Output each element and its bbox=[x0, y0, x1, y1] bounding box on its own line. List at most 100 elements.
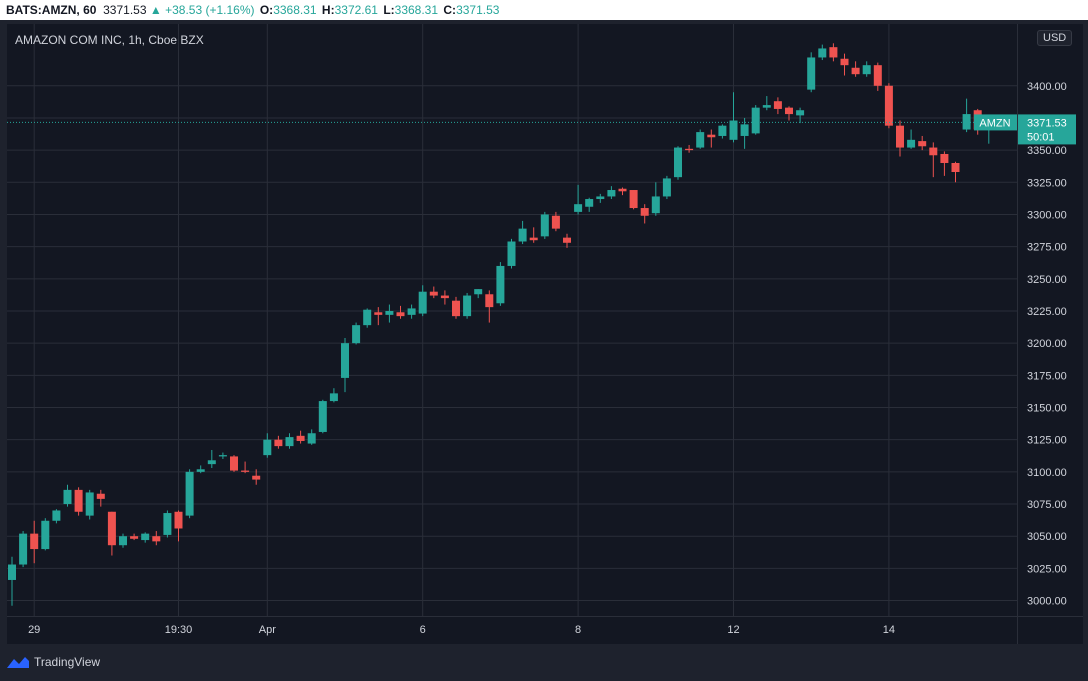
price-tick-label: 3400.00 bbox=[1027, 81, 1067, 93]
candle-body bbox=[518, 228, 527, 242]
candle-body bbox=[207, 460, 216, 465]
candle-body bbox=[141, 533, 150, 541]
candle-body bbox=[929, 147, 938, 156]
candle-body bbox=[329, 393, 338, 402]
price-tick-label: 3325.00 bbox=[1027, 177, 1067, 189]
candle-body bbox=[374, 312, 383, 315]
candle-body bbox=[85, 492, 94, 516]
candle-body bbox=[263, 439, 272, 456]
candle-body bbox=[429, 291, 438, 296]
candle-body bbox=[463, 295, 472, 317]
candle-body bbox=[551, 215, 560, 229]
price-tick-label: 3075.00 bbox=[1027, 499, 1067, 511]
candle-body bbox=[696, 132, 705, 148]
candle-body bbox=[729, 120, 738, 140]
close-value: 3371.53 bbox=[456, 3, 500, 17]
candle-body bbox=[307, 433, 316, 444]
price-tick-label: 3175.00 bbox=[1027, 370, 1067, 382]
candle-body bbox=[41, 520, 50, 550]
candle-body bbox=[662, 178, 671, 197]
candle-body bbox=[829, 47, 838, 58]
close-label: C: bbox=[443, 3, 457, 17]
candle-body bbox=[574, 204, 583, 212]
candle-body bbox=[285, 437, 294, 447]
tradingview-logo-icon bbox=[7, 657, 29, 668]
candle-body bbox=[951, 162, 960, 172]
brand-label: TradingView bbox=[34, 655, 101, 669]
candle-body bbox=[474, 289, 483, 295]
candle-body bbox=[52, 510, 61, 521]
candle-body bbox=[762, 105, 771, 108]
candle-body bbox=[773, 101, 782, 109]
candle-body bbox=[640, 208, 649, 216]
candle-body bbox=[674, 147, 682, 178]
candle-body bbox=[163, 513, 172, 535]
candle-body bbox=[685, 148, 694, 151]
symbol-label[interactable]: BATS:AMZN, 60 bbox=[6, 3, 97, 17]
candle-body bbox=[884, 85, 893, 126]
price-tick-label: 3125.00 bbox=[1027, 435, 1067, 447]
time-tick-label: Apr bbox=[259, 624, 276, 636]
candle-body bbox=[218, 455, 227, 457]
candle-body bbox=[30, 533, 39, 550]
candle-body bbox=[962, 114, 971, 130]
candle-body bbox=[363, 309, 372, 326]
candle-body bbox=[596, 196, 605, 200]
candle-body bbox=[352, 325, 361, 344]
chart-title: AMAZON COM INC, 1h, Cboe BZX bbox=[15, 33, 204, 47]
candle-body bbox=[19, 533, 28, 565]
candle-body bbox=[796, 110, 805, 116]
price-tick-label: 3300.00 bbox=[1027, 209, 1067, 221]
candle-body bbox=[940, 153, 949, 163]
branding[interactable]: TradingView bbox=[6, 652, 100, 672]
candle-body bbox=[851, 67, 860, 75]
candle-body bbox=[540, 214, 549, 237]
candle-body bbox=[862, 65, 871, 75]
time-tick-label: 19:30 bbox=[165, 624, 193, 636]
candle-body bbox=[296, 435, 305, 441]
candle-body bbox=[185, 471, 194, 516]
candle-body bbox=[230, 456, 238, 471]
candle-body bbox=[318, 401, 327, 432]
price-change: +38.53 (+1.16%) bbox=[165, 3, 255, 17]
candle-body bbox=[507, 241, 516, 266]
change-arrow-icon: ▲ bbox=[149, 3, 162, 17]
candle-body bbox=[707, 134, 716, 138]
candle-body bbox=[485, 294, 494, 308]
candle-body bbox=[651, 196, 660, 214]
low-value: 3368.31 bbox=[394, 3, 439, 17]
price-tick-label: 3100.00 bbox=[1027, 467, 1067, 479]
candle-body bbox=[618, 188, 627, 192]
last-price-label-background bbox=[1018, 114, 1076, 145]
candle-body bbox=[196, 469, 205, 472]
candle-body bbox=[385, 310, 394, 315]
high-value: 3372.61 bbox=[334, 3, 378, 17]
time-tick-label: 8 bbox=[575, 624, 581, 636]
candle-body bbox=[585, 199, 594, 207]
time-tick-label: 6 bbox=[420, 624, 426, 636]
symbol-info-bar: BATS:AMZN, 60 3371.53 ▲ +38.53 (+1.16%) … bbox=[0, 0, 1088, 20]
last-price-label: 3371.53 bbox=[1027, 117, 1067, 129]
candlestick-chart[interactable]: 3000.00 3025.00 3050.00 3075.00 3100.00 3125.… bbox=[7, 24, 1083, 644]
candle-body bbox=[418, 291, 427, 314]
last-price: 3371.53 bbox=[103, 3, 147, 17]
price-tick-label: 3225.00 bbox=[1027, 306, 1067, 318]
currency-badge[interactable]: USD bbox=[1037, 30, 1073, 46]
time-tick-label: 29 bbox=[28, 624, 40, 636]
candle-body bbox=[174, 511, 183, 529]
price-tick-label: 3250.00 bbox=[1027, 274, 1067, 286]
candle-body bbox=[607, 190, 616, 197]
bar-countdown: 50:01 bbox=[1027, 131, 1055, 143]
candle-body bbox=[152, 536, 161, 542]
candle-body bbox=[896, 125, 904, 148]
candle-body bbox=[241, 470, 250, 472]
candle-body bbox=[407, 308, 416, 315]
candle-body bbox=[119, 536, 127, 546]
candle-body bbox=[818, 48, 827, 58]
price-tick-label: 3350.00 bbox=[1027, 145, 1067, 157]
candle-body bbox=[496, 265, 505, 304]
open-value: 3368.31 bbox=[273, 3, 317, 17]
candle-body bbox=[751, 107, 760, 134]
chart-pane[interactable]: 3000.00 3025.00 3050.00 3075.00 3100.00 3125.… bbox=[7, 24, 1083, 644]
candle-body bbox=[629, 190, 638, 209]
